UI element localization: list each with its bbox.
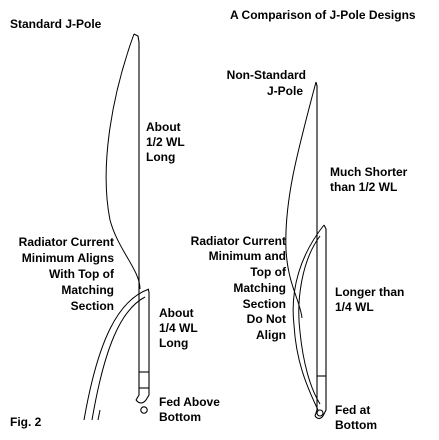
- nonstandard-matching-current-curve-inner: [298, 235, 321, 405]
- nonstandard-radiator-note-2: than 1/2 WL: [330, 180, 397, 194]
- nonstandard-current-note-7: Align: [256, 328, 286, 342]
- standard-radiator-note-3: Long: [146, 150, 175, 164]
- standard-feed-connector: [140, 406, 148, 414]
- standard-current-note-4: Matching: [61, 283, 114, 297]
- standard-matching-note-2: 1/4 WL: [159, 321, 198, 335]
- nonstandard-radiator-element: [314, 81, 318, 417]
- standard-matching-note-1: About: [159, 306, 194, 320]
- nonstandard-current-note-5: Section: [243, 297, 286, 311]
- nonstandard-current-note-1: Radiator Current: [191, 234, 286, 248]
- figure-title: A Comparison of J-Pole Designs: [230, 8, 416, 22]
- standard-j-bottom: [135, 399, 147, 404]
- standard-matching-note-3: Long: [159, 336, 188, 350]
- nonstandard-title-2: J-Pole: [267, 84, 303, 98]
- nonstandard-radiator-current-curve: [285, 81, 317, 319]
- nonstandard-current-note-3: Top of: [250, 265, 287, 279]
- nonstandard-j-pole: Non-Standard J-Pole Much Shorter than 1/…: [191, 68, 408, 432]
- standard-current-note-5: Section: [71, 299, 114, 313]
- standard-j-pole: Standard J-Pole About 1/2 WL Long Radiat…: [10, 17, 220, 424]
- standard-radiator-element: [133, 33, 140, 401]
- standard-matching-current-curve-outer: [83, 288, 150, 421]
- standard-radiator-current-curve: [105, 33, 141, 290]
- standard-feed-note-1: Fed Above: [159, 395, 220, 409]
- nonstandard-matching-note-2: 1/4 WL: [335, 300, 374, 314]
- nonstandard-current-note-6: Do Not: [247, 312, 286, 326]
- figure-number: Fig. 2: [10, 415, 42, 429]
- nonstandard-j-bottom: [314, 415, 324, 420]
- nonstandard-feed-note-2: Bottom: [335, 418, 377, 432]
- nonstandard-matching-current-curve-outer: [292, 224, 325, 411]
- nonstandard-current-note-2: Minimum and: [209, 249, 286, 263]
- standard-title: Standard J-Pole: [10, 17, 102, 31]
- standard-current-note-1: Radiator Current: [19, 235, 114, 249]
- standard-current-note-2: Minimum Aligns: [22, 251, 115, 265]
- nonstandard-feed-note-1: Fed at: [335, 403, 370, 417]
- standard-matching-stub: [145, 288, 150, 401]
- nonstandard-feed-connector: [316, 409, 324, 417]
- standard-radiator-note-1: About: [146, 120, 181, 134]
- nonstandard-matching-note-1: Longer than: [335, 285, 404, 299]
- standard-matching-current-curve-inner: [91, 296, 146, 421]
- nonstandard-radiator-note-1: Much Shorter: [330, 165, 408, 179]
- standard-current-note-3: With Top of: [49, 267, 115, 281]
- standard-feed-note-2: Bottom: [159, 410, 201, 424]
- standard-current-tick: [97, 409, 101, 421]
- nonstandard-current-note-4: Matching: [233, 281, 286, 295]
- nonstandard-title-1: Non-Standard: [227, 68, 306, 82]
- nonstandard-matching-stub: [322, 224, 327, 417]
- standard-radiator-note-2: 1/2 WL: [146, 135, 185, 149]
